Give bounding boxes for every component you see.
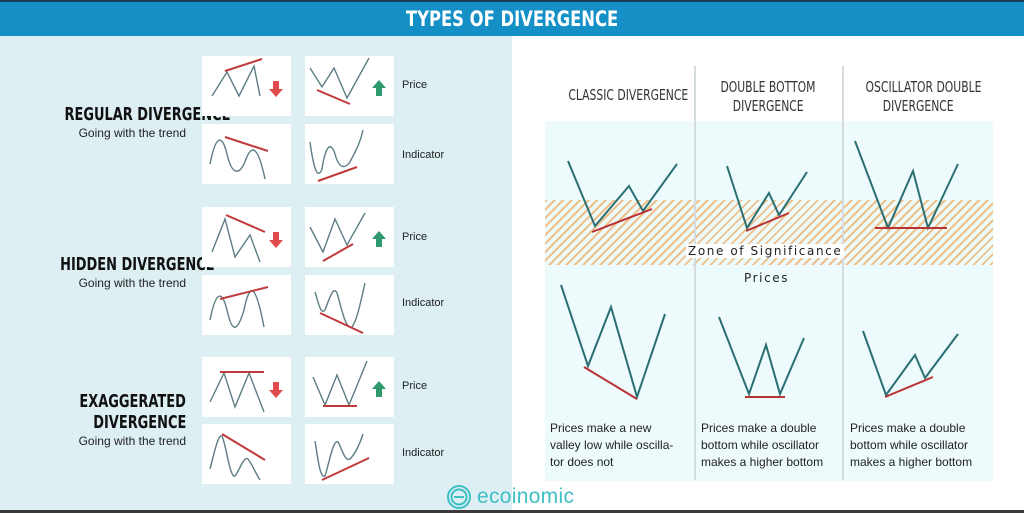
price-chart-icon (211, 214, 283, 263)
classic-price-chart (567, 160, 678, 233)
row-label-price: Price (402, 79, 428, 91)
column-divider (842, 66, 844, 480)
chart-panel (545, 121, 993, 481)
price-chart-icon (209, 371, 283, 413)
down-arrow-icon (269, 382, 283, 398)
section-title: REGULAR DIVERGENCE (64, 104, 231, 125)
exaggerated-bullish-price-card (305, 357, 394, 417)
hidden-divergence-label: HIDDEN DIVERGENCE Going with the trend (0, 254, 215, 290)
indicator-chart-icon (309, 129, 364, 182)
hidden-bearish-price-card (202, 207, 291, 267)
hidden-bearish-indicator-card (202, 275, 291, 335)
exaggerated-bearish-price-card (202, 357, 291, 417)
column-divider (694, 66, 696, 480)
zone-of-significance-label: Zone of Significance (686, 244, 845, 258)
regular-bullish-indicator-card (305, 124, 394, 184)
up-arrow-icon (372, 231, 386, 247)
oscillator-double-oscillator-chart (862, 330, 959, 398)
row-label-indicator: Indicator (402, 297, 445, 309)
indicator-chart-icon (209, 433, 266, 481)
oscillator-double-price-chart (854, 140, 959, 231)
hidden-bullish-price-card (305, 207, 394, 267)
column-heading-oscillator-double: OSCILLATOR DOUBLE DIVERGENCE (865, 78, 982, 115)
indicator-chart-icon (314, 282, 366, 334)
brand-logo: ecoinomic (446, 484, 574, 510)
column-heading-classic: CLASSIC DIVERGENCE (568, 86, 689, 104)
page-title: TYPES OF DIVERGENCE (405, 7, 619, 31)
section-title: HIDDEN DIVERGENCE (60, 254, 215, 275)
regular-bullish-price-card (305, 56, 394, 116)
bottom-border (0, 510, 1024, 513)
brand-name: ecoinomic (477, 485, 575, 508)
row-label-price: Price (402, 231, 428, 243)
row-label-indicator: Indicator (402, 149, 445, 161)
section-subtitle: Going with the trend (78, 434, 186, 448)
down-arrow-icon (269, 232, 283, 248)
divergence-charts (560, 140, 959, 401)
regular-divergence-label: REGULAR DIVERGENCE Going with the trend (0, 104, 231, 140)
section-subtitle: Going with the trend (78, 276, 186, 290)
indicator-chart-icon (314, 433, 370, 481)
indicator-chart-icon (209, 136, 269, 180)
classic-description: Prices make a new valley low while oscil… (550, 421, 674, 469)
section-subtitle: Going with the trend (78, 126, 186, 140)
row-label-price: Price (402, 380, 428, 392)
regular-bearish-price-card (202, 56, 291, 116)
price-chart-icon (309, 57, 386, 105)
prices-label: Prices (744, 271, 790, 285)
indicator-chart-icon (209, 286, 269, 328)
regular-bearish-indicator-card (202, 124, 291, 184)
up-arrow-icon (372, 80, 386, 96)
up-arrow-icon (372, 381, 386, 397)
column-heading-double-bottom: DOUBLE BOTTOM DIVERGENCE (720, 78, 816, 115)
title-bar: TYPES OF DIVERGENCE (0, 0, 1024, 36)
ecoinomic-logo-icon (447, 485, 471, 509)
double-bottom-description: Prices make a double bottom while oscill… (701, 421, 824, 469)
exaggerated-bullish-indicator-card (305, 424, 394, 484)
section-title-line-2: DIVERGENCE (92, 412, 186, 433)
classic-oscillator-chart (560, 284, 666, 401)
price-chart-icon (312, 360, 386, 407)
exaggerated-divergence-label: EXAGGERATED DIVERGENCE Going with the tr… (0, 391, 186, 448)
hidden-bullish-indicator-card (305, 275, 394, 335)
row-label-indicator: Indicator (402, 447, 445, 459)
double-bottom-price-chart (726, 165, 808, 232)
exaggerated-bearish-indicator-card (202, 424, 291, 484)
down-arrow-icon (269, 81, 283, 97)
price-chart-icon (309, 212, 386, 262)
oscillator-double-description: Prices make a double bottom while oscill… (850, 421, 973, 469)
price-chart-icon (211, 58, 283, 98)
section-title-line-1: EXAGGERATED (79, 391, 186, 412)
double-bottom-oscillator-chart (718, 316, 805, 398)
